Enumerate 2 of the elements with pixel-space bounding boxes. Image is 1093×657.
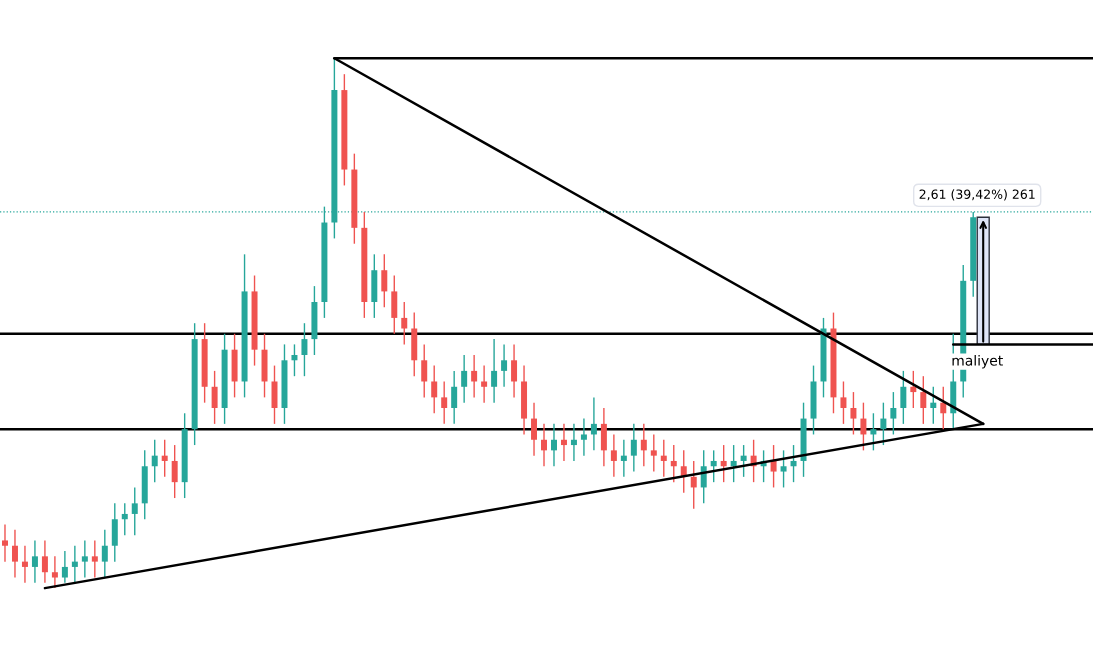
annotation: 2,61 (39,42%) 261 <box>919 189 1035 201</box>
series-label: maliyet <box>952 354 1003 369</box>
